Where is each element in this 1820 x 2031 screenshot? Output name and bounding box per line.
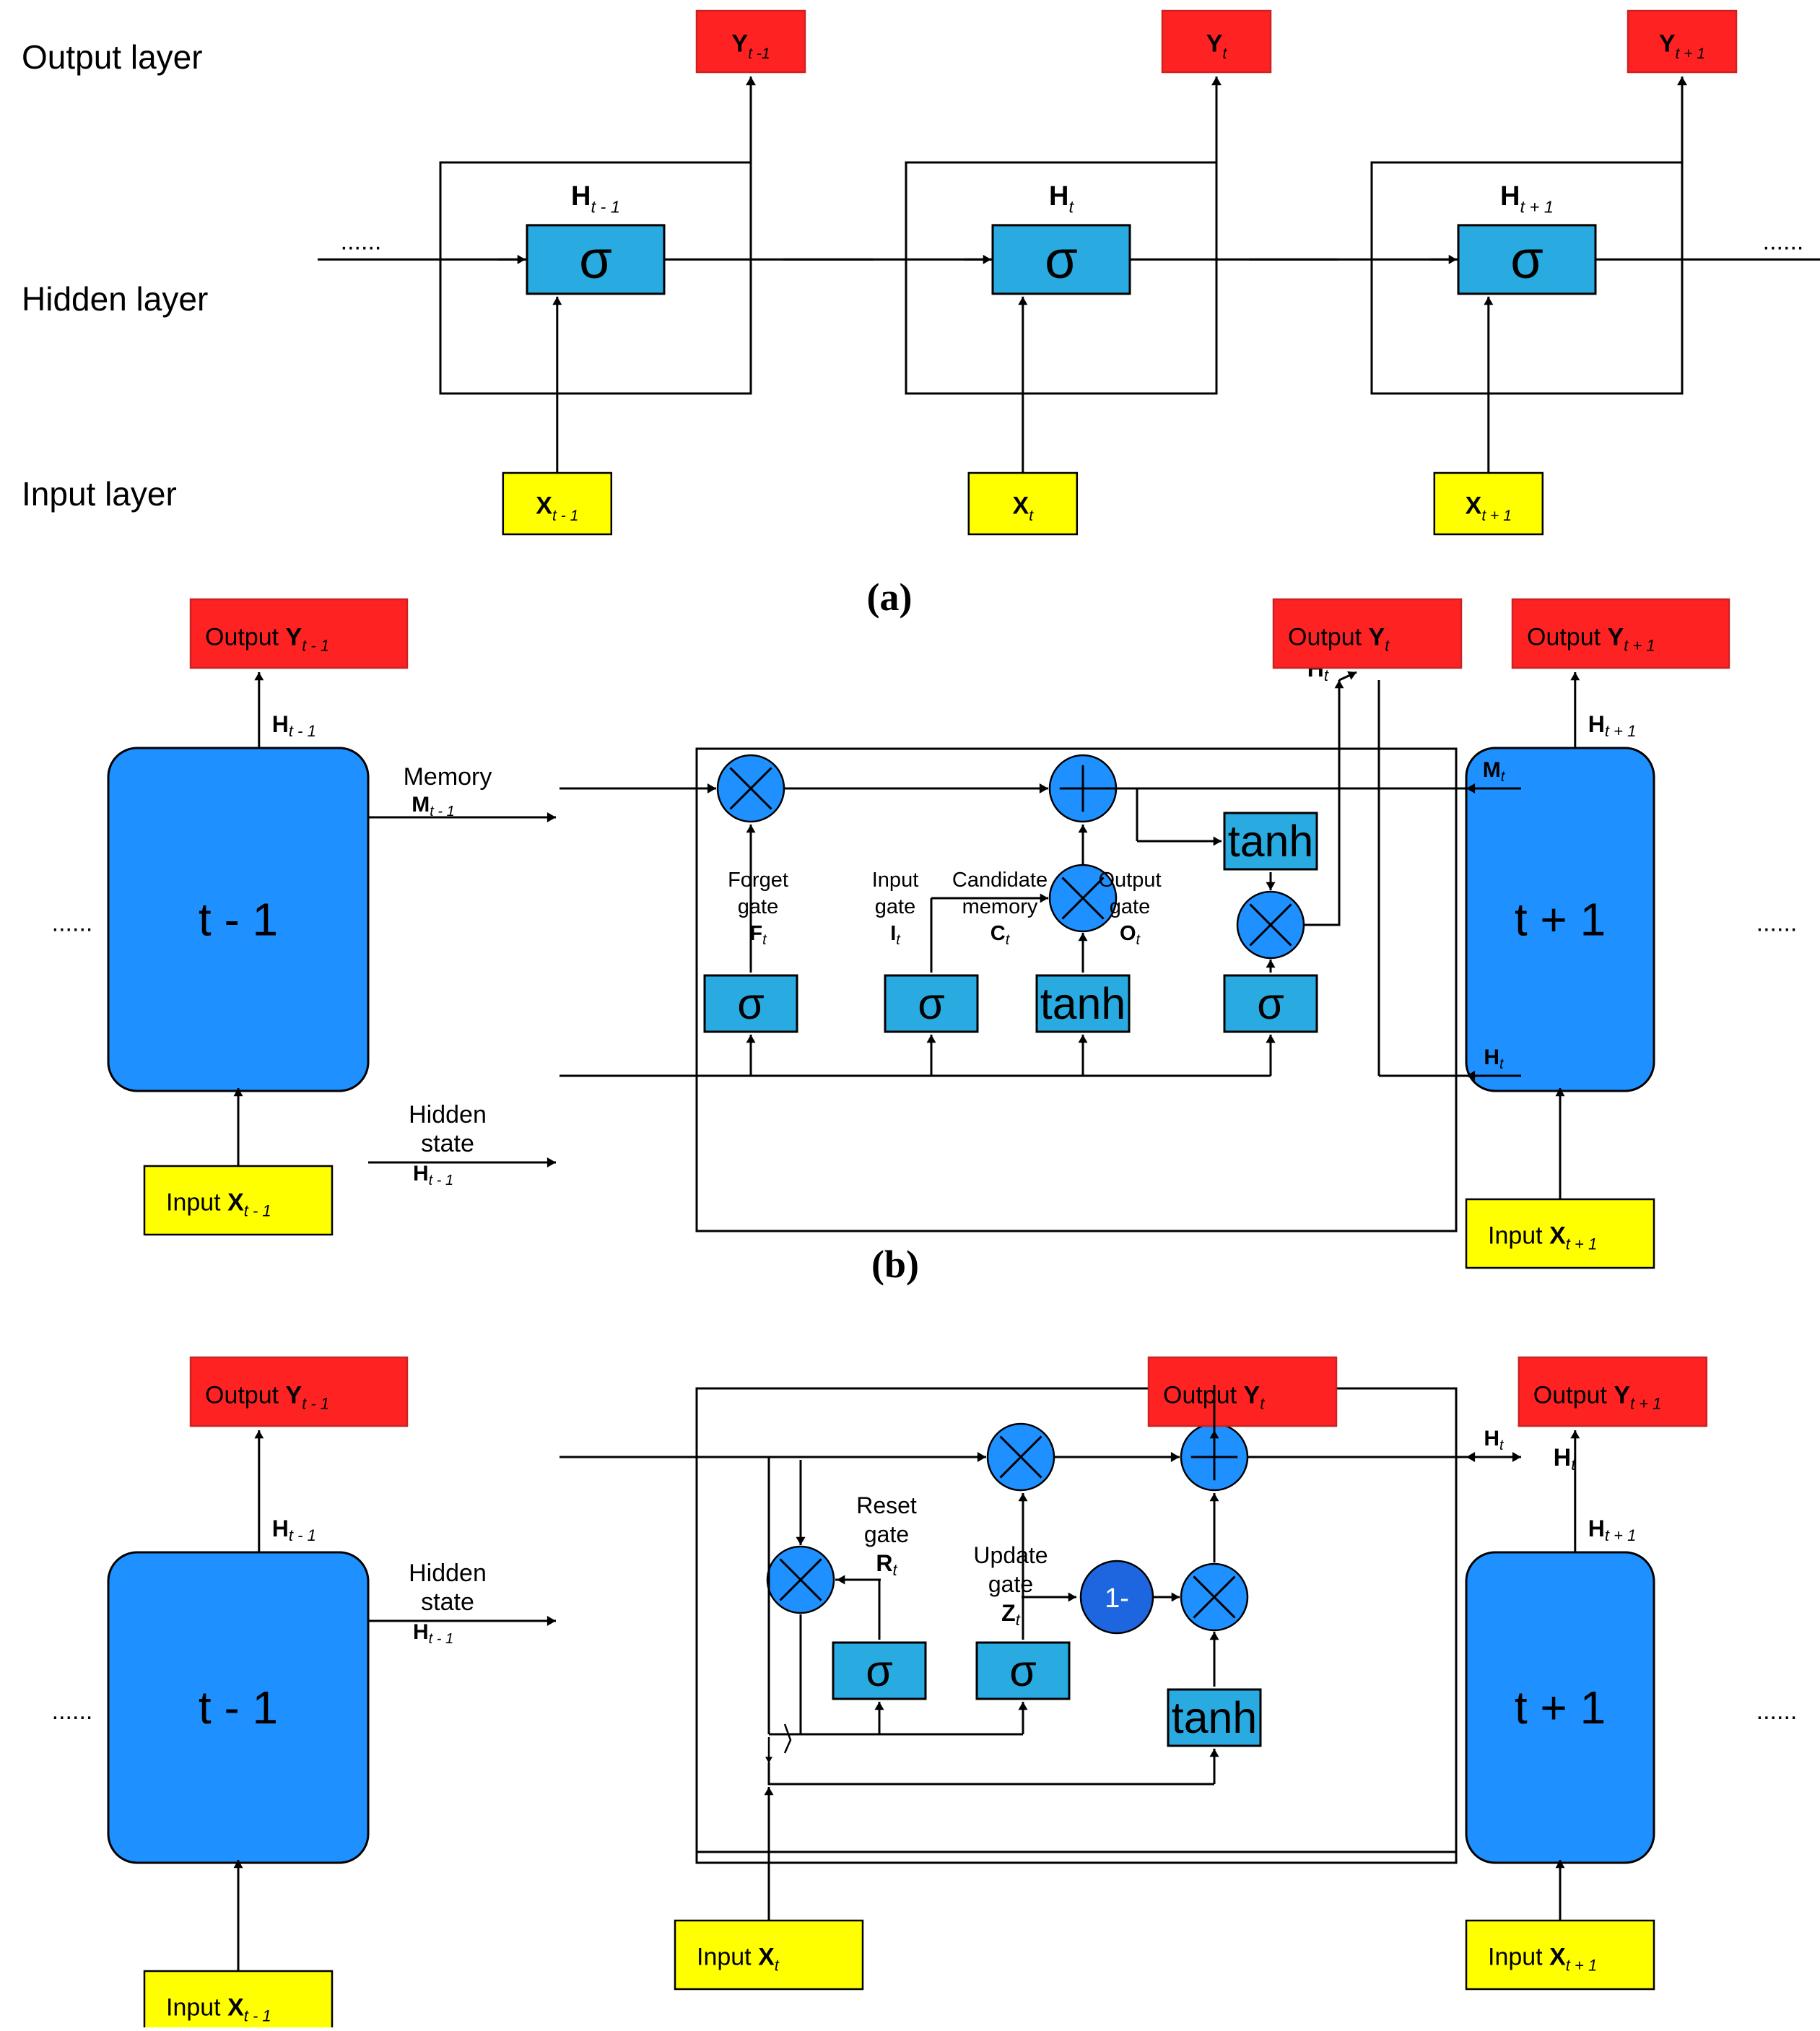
svg-text:Hidden: Hidden [409, 1560, 487, 1587]
svg-text:Output: Output [1098, 869, 1161, 892]
svg-text:Hidden layer: Hidden layer [22, 280, 208, 318]
svg-text:......: ...... [1756, 1697, 1798, 1725]
svg-text:......: ...... [1763, 227, 1804, 255]
svg-text:σ: σ [1045, 230, 1078, 290]
svg-text:gate: gate [864, 1521, 909, 1547]
svg-text:σ: σ [737, 979, 765, 1028]
svg-text:Forget: Forget [728, 869, 788, 892]
svg-text:state: state [421, 1588, 474, 1616]
svg-text:gate: gate [988, 1571, 1033, 1597]
svg-text:σ: σ [1009, 1646, 1037, 1695]
svg-text:Hidden: Hidden [409, 1101, 487, 1128]
svg-text:Output Yt: Output Yt [1288, 624, 1390, 655]
svg-text:σ: σ [1257, 979, 1284, 1028]
svg-text:......: ...... [52, 910, 93, 937]
svg-text:memory: memory [962, 895, 1038, 918]
svg-text:Candidate: Candidate [952, 869, 1048, 892]
svg-text:......: ...... [341, 227, 382, 255]
svg-text:Input layer: Input layer [22, 475, 177, 513]
svg-text:gate: gate [875, 895, 915, 918]
svg-text:Memory: Memory [404, 763, 492, 791]
svg-text:Reset: Reset [856, 1492, 917, 1518]
svg-text:(b): (b) [871, 1243, 919, 1286]
svg-text:1-: 1- [1105, 1583, 1129, 1614]
svg-text:tanh: tanh [1228, 817, 1313, 866]
svg-text:σ: σ [1510, 230, 1543, 290]
svg-text:Input: Input [872, 869, 919, 892]
svg-text:σ: σ [918, 979, 945, 1028]
svg-text:Update: Update [973, 1542, 1048, 1568]
svg-text:t - 1: t - 1 [199, 894, 278, 946]
svg-text:state: state [421, 1130, 474, 1157]
svg-text:Input Xt: Input Xt [697, 1944, 780, 1975]
svg-text:t - 1: t - 1 [199, 1682, 278, 1734]
svg-text:tanh: tanh [1040, 979, 1125, 1028]
svg-text:......: ...... [52, 1697, 93, 1725]
svg-text:σ: σ [579, 230, 612, 290]
svg-text:gate: gate [1110, 895, 1150, 918]
svg-text:t + 1: t + 1 [1515, 894, 1606, 946]
svg-text:t + 1: t + 1 [1515, 1682, 1606, 1734]
svg-text:......: ...... [1756, 910, 1798, 937]
svg-text:(a): (a) [867, 575, 913, 619]
svg-text:σ: σ [866, 1646, 893, 1695]
svg-text:gate: gate [738, 895, 778, 918]
svg-text:Output layer: Output layer [22, 38, 203, 76]
svg-text:tanh: tanh [1172, 1693, 1257, 1742]
